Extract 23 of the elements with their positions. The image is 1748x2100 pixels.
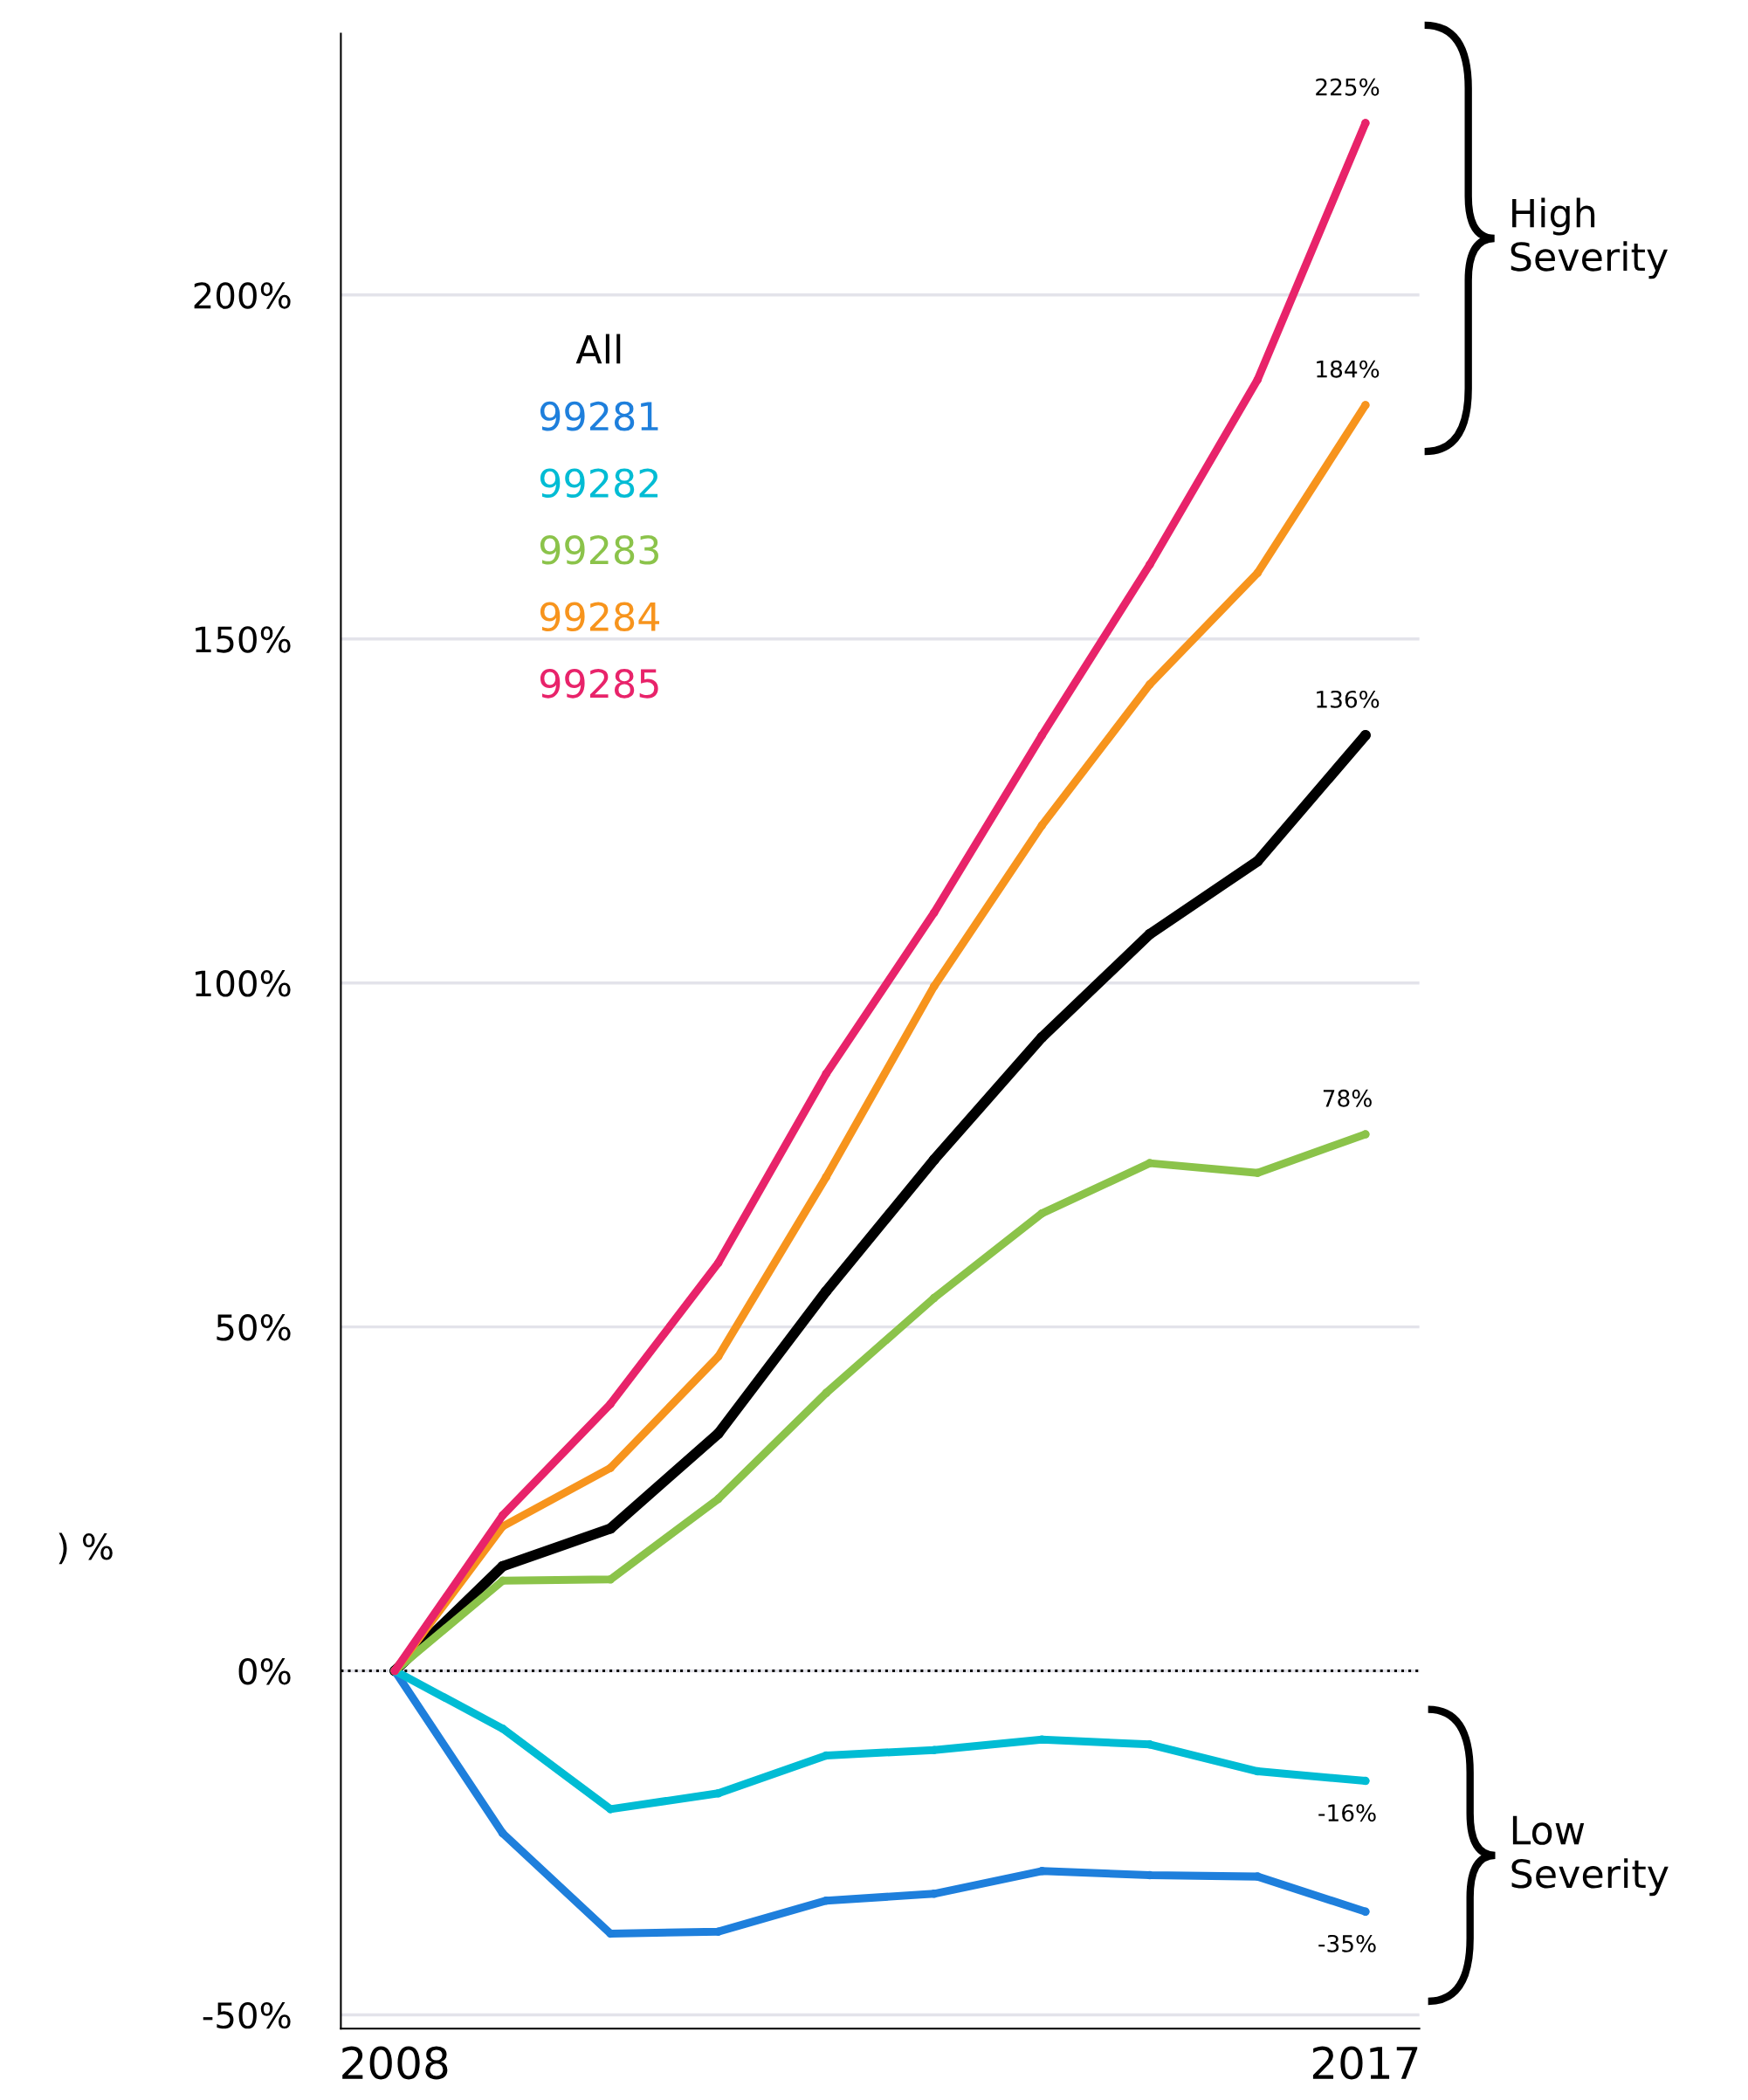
text: 99281 [540,401,658,431]
text: 99284 [540,602,660,632]
data-label: 184% [1317,360,1380,378]
text: 99282 [540,468,658,499]
y-axis-title: ) % [58,1532,113,1565]
x-tick-label: 2008 [342,2046,448,2080]
y-tick-label: 100% [196,970,291,997]
text: All [575,334,621,364]
data-label: 136% [1317,690,1380,708]
data-label: 225% [1316,78,1380,96]
data-label: -16% [1318,1804,1376,1822]
data-label: 78% [1323,1089,1372,1107]
y-tick-label: 50% [217,1314,291,1341]
text: 99283 [540,534,658,565]
text: Low Severity [1511,1815,1669,1897]
y-tick-label: -50% [203,2001,291,2029]
text: 99285 [540,669,658,699]
x-tick-label: 2017 [1312,2046,1418,2080]
y-tick-label: 150% [196,626,291,653]
y-tick-label: 200% [194,282,291,309]
text: High Severity [1511,197,1668,279]
data-label: -35% [1318,1934,1376,1952]
y-tick-label: 0% [238,1657,291,1685]
